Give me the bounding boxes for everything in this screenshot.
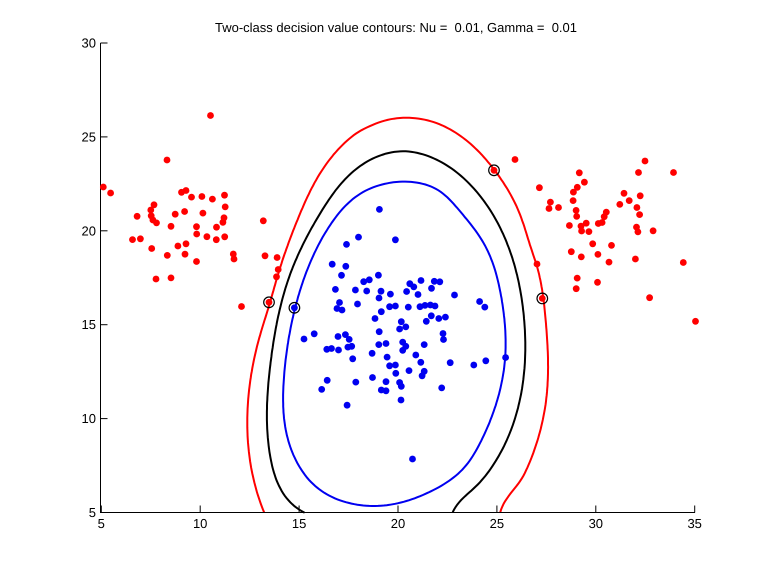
- svg-text:30: 30: [82, 36, 96, 51]
- svg-text:25: 25: [490, 516, 504, 531]
- svg-text:15: 15: [82, 317, 96, 332]
- svg-text:20: 20: [82, 223, 96, 238]
- svg-text:5: 5: [98, 516, 105, 531]
- svg-text:30: 30: [589, 516, 603, 531]
- svg-text:35: 35: [687, 516, 701, 531]
- svg-text:10: 10: [82, 411, 96, 426]
- svg-text:25: 25: [82, 129, 96, 144]
- svg-text:15: 15: [292, 516, 306, 531]
- svg-text:20: 20: [391, 516, 405, 531]
- svg-text:Two-class decision value conto: Two-class decision value contours: Nu = …: [215, 20, 577, 35]
- svg-text:5: 5: [89, 505, 96, 520]
- svg-text:10: 10: [193, 516, 207, 531]
